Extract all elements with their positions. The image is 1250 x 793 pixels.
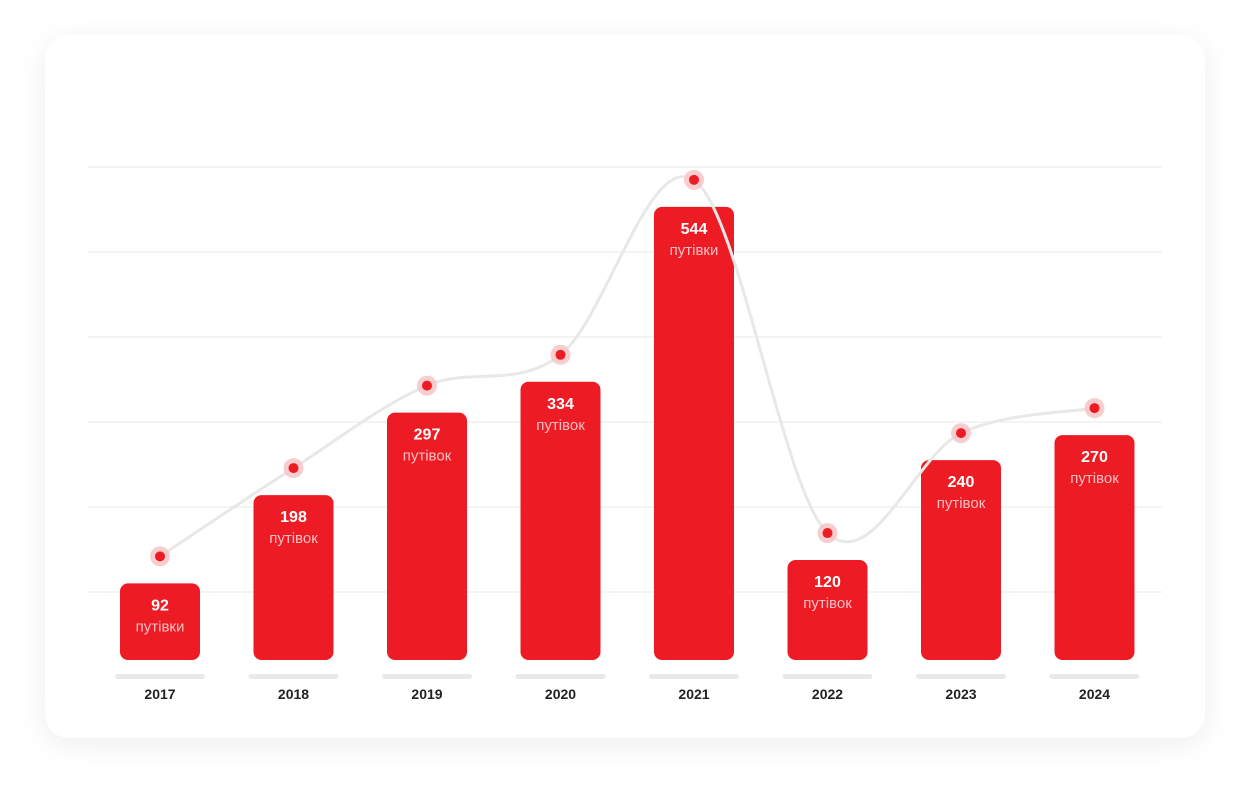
bar-unit-label: путівок <box>1070 470 1119 487</box>
tick-underline <box>649 674 739 679</box>
bar-unit-label: путівки <box>670 242 719 259</box>
bar-unit-label: путівок <box>536 417 585 434</box>
bar-2023 <box>921 460 1001 660</box>
tick-label-2022: 2022 <box>812 686 843 702</box>
dot-marker-2020 <box>555 349 566 360</box>
tick-underline <box>515 674 606 679</box>
bar-value-label: 297 <box>414 427 441 444</box>
tick-label-2019: 2019 <box>411 686 442 702</box>
tick-label-2020: 2020 <box>545 686 576 702</box>
tick-underline <box>115 674 205 679</box>
bar-2017 <box>120 583 200 660</box>
dot-marker-2018 <box>288 463 299 474</box>
bar-unit-label: путівок <box>269 530 318 547</box>
chart-card <box>45 35 1205 738</box>
trend-curve <box>158 175 1096 558</box>
tick-label-2024: 2024 <box>1079 686 1110 702</box>
dot-marker-2024 <box>1089 403 1100 414</box>
bar-value-label: 120 <box>814 574 841 591</box>
bars: 92 путівки 198 путівок 297 путівок 334 путівок 5… <box>120 206 1135 660</box>
dot-marker-2022 <box>822 528 833 539</box>
bar-unit-label: путівки <box>136 618 185 635</box>
bar-2019 <box>387 412 467 660</box>
trend-curve-group <box>158 175 1096 558</box>
bar-2021 <box>654 206 734 660</box>
bar-unit-label: путівок <box>803 595 852 612</box>
tick-label-2018: 2018 <box>278 686 309 702</box>
bar-value-label: 334 <box>547 396 574 413</box>
bar-value-label: 544 <box>681 221 708 238</box>
dot-markers <box>150 169 1105 567</box>
tick-underline <box>1049 674 1140 679</box>
bar-2020 <box>520 381 601 660</box>
bar-value-label: 92 <box>151 597 169 614</box>
bar-unit-label: путівок <box>937 495 986 512</box>
dot-marker-2019 <box>422 380 432 391</box>
tick-underline <box>248 674 339 679</box>
dot-marker-2023 <box>956 428 966 439</box>
tick-underline <box>782 674 873 679</box>
bar-value-label: 240 <box>948 474 975 491</box>
tick-label-2023: 2023 <box>945 686 976 702</box>
dot-marker-2021 <box>689 174 699 185</box>
tick-underline <box>382 674 472 679</box>
bar-2022 <box>787 560 868 660</box>
bar-value-label: 198 <box>280 509 307 526</box>
bar-value-label: 270 <box>1081 449 1108 466</box>
tick-label-2017: 2017 <box>144 686 175 702</box>
tick-underline <box>916 674 1006 679</box>
bar-unit-label: путівок <box>403 448 452 465</box>
tick-label-2021: 2021 <box>678 686 709 702</box>
bar-2024 <box>1054 435 1135 660</box>
x-axis: 2017 2018 2019 2020 2021 2022 2023 2024 <box>115 674 1140 702</box>
dot-marker-2017 <box>155 551 165 562</box>
bar-2018 <box>253 495 334 660</box>
